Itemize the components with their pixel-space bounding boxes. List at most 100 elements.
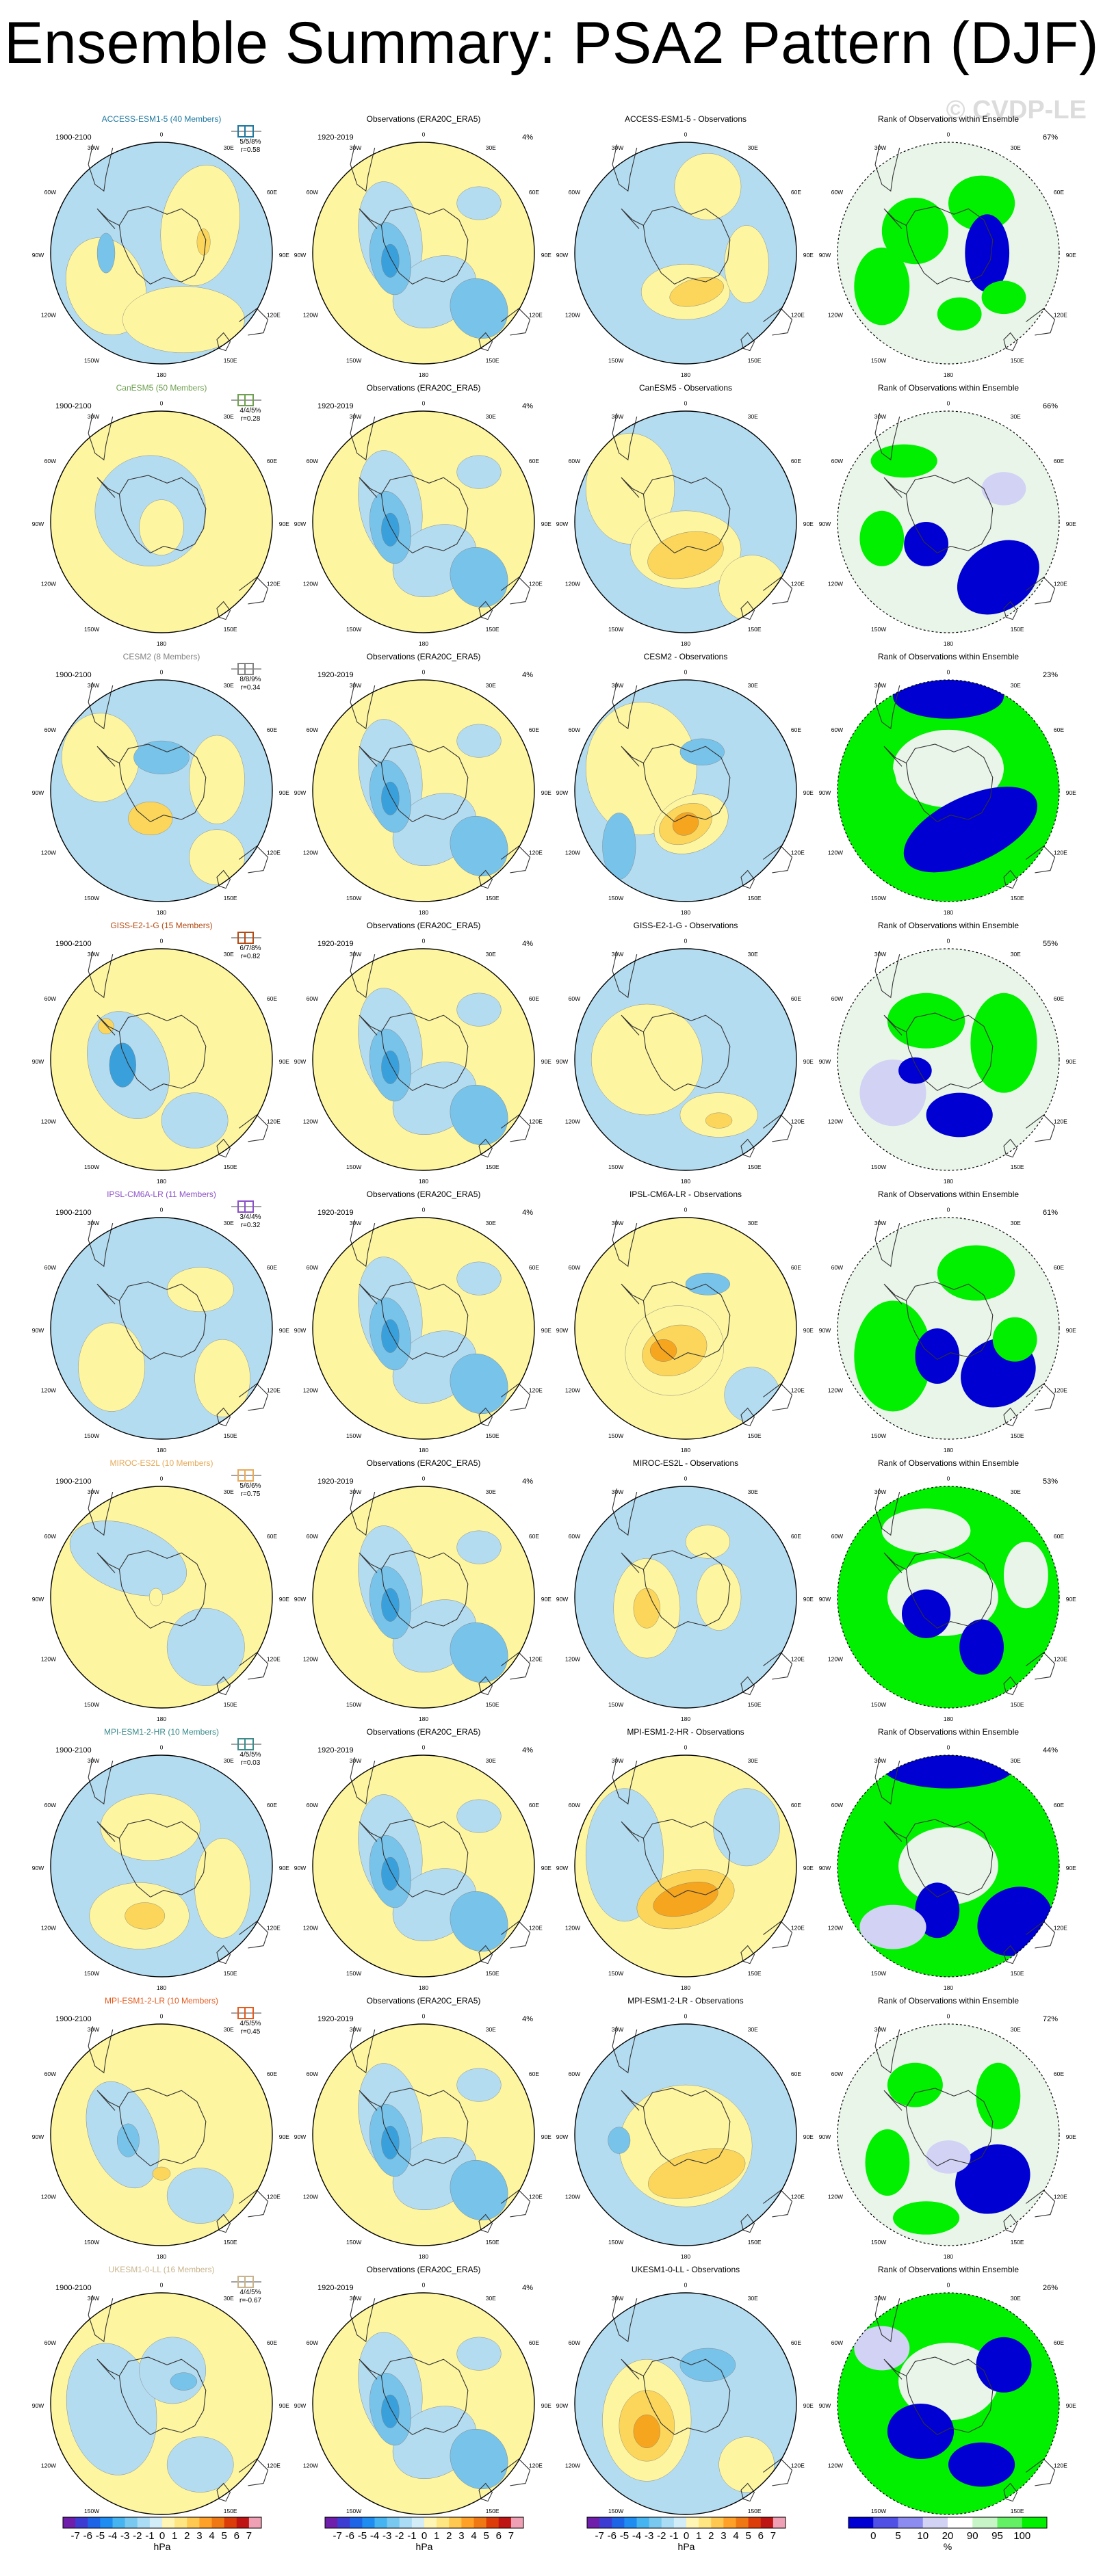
map-border <box>574 2023 797 2246</box>
rank-percent: 61% <box>1043 1209 1058 1217</box>
colorbar-tick-label: 5 <box>221 2530 226 2542</box>
model-period: 1900-2100 <box>55 2015 92 2023</box>
peninsula-coastline <box>96 477 120 498</box>
longitude-label: 120E <box>267 312 281 319</box>
longitude-label: 30E <box>1011 1757 1021 1764</box>
south-america-coastline <box>350 2295 376 2343</box>
colorbar-tick-label: 20 <box>942 2530 954 2542</box>
longitude-label: 120W <box>565 312 580 319</box>
longitude-label: 90E <box>541 521 552 527</box>
longitude-label: 60E <box>267 2071 277 2077</box>
longitude-label: 90E <box>541 1058 552 1065</box>
field-background <box>313 680 534 902</box>
longitude-label: 30E <box>486 951 496 958</box>
antarctica-coastline <box>380 744 469 823</box>
longitude-label: 30E <box>224 413 234 420</box>
longitude-label: 150W <box>84 1970 99 1977</box>
contour-region <box>125 1902 166 1930</box>
longitude-label: 0 <box>947 938 950 945</box>
colorbar-cell <box>898 2517 924 2528</box>
longitude-label: 30E <box>748 1488 758 1495</box>
longitude-label: 30E <box>1011 413 1021 420</box>
australia-coastline <box>239 1383 269 1411</box>
model-pattern-map <box>51 1218 272 1439</box>
longitude-label: 0 <box>422 1207 426 1213</box>
colorbar-tick-label: -6 <box>83 2530 92 2542</box>
longitude-label: 120W <box>828 312 843 319</box>
longitude-label: 0 <box>160 669 164 676</box>
longitude-label: 60W <box>307 726 318 733</box>
peninsula-coastline <box>359 1821 382 1842</box>
map-border <box>574 679 797 902</box>
longitude-label: 150W <box>608 2508 623 2514</box>
obs-pattern-map <box>313 1218 534 1439</box>
colorbar-cell <box>162 2517 175 2528</box>
map-border <box>837 142 1060 365</box>
longitude-label: 180 <box>157 1178 166 1185</box>
peninsula-coastline <box>621 1552 644 1573</box>
longitude-label: 90E <box>1066 1058 1076 1065</box>
longitude-label: 120E <box>791 2194 805 2200</box>
longitude-label: 120E <box>267 1118 281 1125</box>
longitude-label: 90E <box>541 1596 552 1603</box>
longitude-label: 90W <box>294 2133 306 2140</box>
obs-period: 1920-2019 <box>317 940 354 948</box>
longitude-label: 90E <box>803 789 814 796</box>
longitude-label: 180 <box>157 1716 166 1722</box>
colorbar-tick-label: -6 <box>608 2530 617 2542</box>
longitude-label: 0 <box>947 1475 950 1482</box>
south-america-coastline <box>350 682 376 730</box>
longitude-label: 150W <box>84 2508 99 2514</box>
rank-title: Rank of Observations within Ensemble <box>878 1996 1019 2006</box>
longitude-label: 30W <box>612 1757 623 1764</box>
rank-region <box>901 1589 951 1638</box>
new-zealand-coastline <box>216 601 231 620</box>
longitude-label: 120W <box>828 2194 843 2200</box>
obs-variance: 4% <box>522 133 533 142</box>
contour-region <box>608 2127 631 2154</box>
rank-region <box>870 444 937 478</box>
longitude-label: 150E <box>1011 626 1024 633</box>
obs-title: Observations (ERA20C_ERA5) <box>367 1190 481 1199</box>
longitude-label: 30E <box>1011 951 1021 958</box>
longitude-label: 30E <box>486 413 496 420</box>
longitude-label: 150E <box>748 1164 762 1170</box>
rank-title: Rank of Observations within Ensemble <box>878 383 1019 393</box>
rank-region <box>881 198 948 265</box>
antarctica-coastline <box>118 744 207 823</box>
contour-region <box>456 1799 502 1833</box>
rank-title: Rank of Observations within Ensemble <box>878 1727 1019 1737</box>
new-zealand-coastline <box>740 1407 755 1427</box>
map-border <box>50 1486 273 1709</box>
peninsula-coastline <box>621 746 644 767</box>
obs-pattern-map <box>313 1486 534 1708</box>
longitude-label: 180 <box>419 640 428 647</box>
australia-coastline <box>239 308 269 336</box>
colorbar-tick-label: 6 <box>234 2530 239 2542</box>
longitude-label: 60E <box>791 2071 801 2077</box>
new-zealand-coastline <box>1003 601 1018 620</box>
longitude-label: 180 <box>419 909 428 916</box>
rank-region <box>843 746 899 858</box>
map-border <box>837 1217 1060 1440</box>
longitude-label: 0 <box>947 669 950 676</box>
longitude-label: 60E <box>267 458 277 464</box>
difference-map <box>575 1486 796 1708</box>
longitude-label: 120W <box>303 312 318 319</box>
longitude-label: 120W <box>303 2462 318 2469</box>
map-border <box>574 142 797 365</box>
colorbar-outline <box>324 2516 524 2529</box>
longitude-label: 180 <box>944 1447 953 1454</box>
pattern-correlation: r=-0.67 <box>239 2297 261 2304</box>
model-score: 4/5/5% <box>239 2020 261 2027</box>
longitude-label: 60E <box>791 1802 801 1809</box>
row-miroc-es2l: MIROC-ES2L (10 Members) 1900-2100 5/6/6%r=… <box>32 1458 1076 1722</box>
longitude-label: 120E <box>791 312 805 319</box>
longitude-label: 90W <box>819 1865 831 1871</box>
longitude-label: 30W <box>350 2295 361 2302</box>
new-zealand-coastline <box>478 1407 493 1427</box>
rank-field <box>838 142 1059 364</box>
map-border <box>837 410 1060 633</box>
antarctica-coastline <box>118 1819 207 1898</box>
colorbar-cell <box>63 2517 76 2528</box>
